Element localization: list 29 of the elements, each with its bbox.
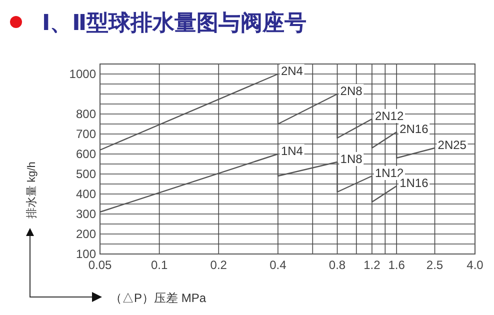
series-label: 2N16 (400, 122, 429, 136)
series-label: 2N25 (438, 138, 467, 152)
x-tick-label: 1.2 (364, 258, 381, 272)
series-label: 1N16 (400, 176, 429, 190)
y-axis-title: 排水量 kg/h (25, 162, 38, 218)
x-tick-label: 1.6 (388, 258, 406, 272)
y-tick-label: 300 (76, 207, 96, 221)
y-tick-label: 400 (76, 187, 96, 201)
series-label: 1N8 (340, 152, 363, 166)
series-label: 2N8 (340, 84, 363, 98)
y-tick-label: 600 (76, 147, 96, 161)
x-tick-label: 0.2 (210, 258, 228, 272)
y-tick-label: 500 (76, 167, 96, 181)
y-tick-label: 100 (76, 247, 96, 261)
x-tick-label: 0.05 (88, 258, 112, 272)
x-tick-label: 2.5 (426, 258, 444, 272)
y-tick-label: 200 (76, 227, 96, 241)
x-tick-label: 0.1 (150, 258, 168, 272)
y-tick-label: 1000 (69, 67, 96, 81)
series-label: 2N4 (280, 64, 304, 78)
x-tick-label: 0.4 (270, 258, 287, 272)
series-label: 2N12 (374, 109, 404, 123)
x-tick-label: 0.8 (328, 258, 346, 272)
y-tick-label: 700 (76, 127, 96, 141)
x-tick-label: 4.0 (466, 258, 484, 272)
chart-title: Ⅰ、Ⅱ型球排水量图与阀座号 (42, 10, 307, 36)
x-axis-title: （△P）压差 MPa (110, 291, 206, 305)
series-label: 1N4 (280, 144, 304, 158)
y-tick-label: 800 (76, 107, 96, 121)
